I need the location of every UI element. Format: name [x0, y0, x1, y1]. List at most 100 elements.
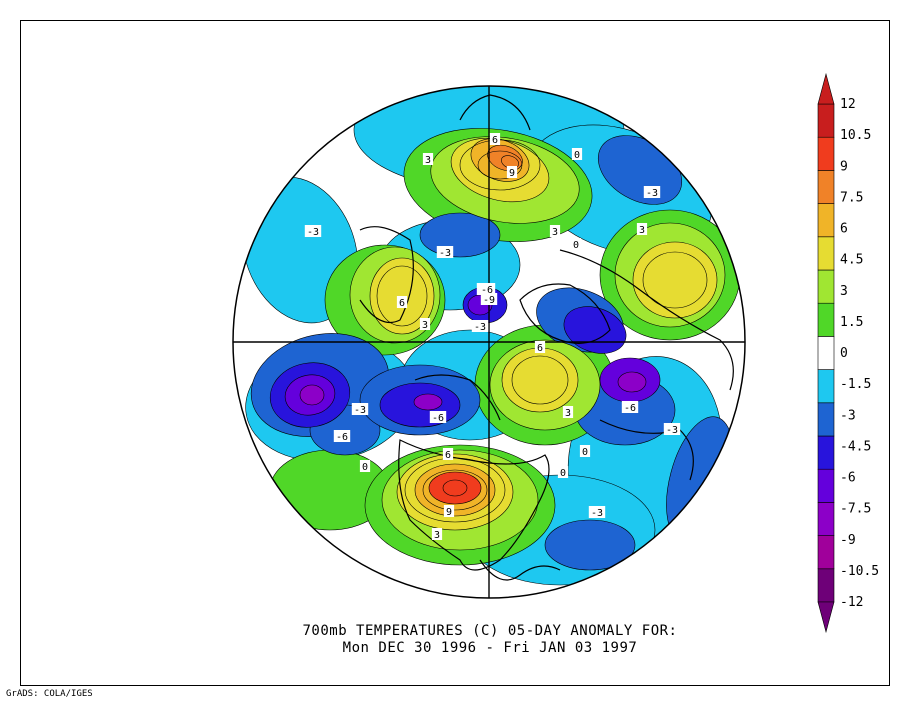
svg-text:6: 6: [537, 343, 543, 354]
svg-text:3: 3: [552, 227, 558, 238]
contour-line: [422, 469, 488, 511]
colorbar-top-arrow: [817, 72, 835, 105]
coastline: [414, 374, 501, 421]
colorbar-tick-label: -4.5: [840, 439, 871, 454]
polar-anomaly-map: [233, 86, 745, 598]
contour-label: 9: [443, 505, 455, 518]
contour-line: [376, 265, 428, 327]
colorbar-tick-label: 10.5: [840, 128, 871, 143]
colorbar-swatch: [817, 402, 835, 437]
contour-label: -6: [429, 411, 447, 424]
anomaly-region: [299, 384, 325, 406]
svg-text:-3: -3: [666, 425, 678, 436]
colorbar-tick-label: -10.5: [840, 564, 879, 579]
anomaly-region: [544, 519, 636, 571]
colorbar-swatch: [817, 435, 835, 470]
svg-text:6: 6: [492, 135, 498, 146]
contour-label: -3: [351, 403, 369, 416]
colorbar-swatch: [817, 369, 835, 404]
coastline: [479, 559, 561, 581]
contour-label: 9: [506, 166, 518, 179]
credit-text: GrADS: COLA/IGES: [6, 689, 93, 699]
svg-text:9: 9: [446, 507, 452, 518]
colorbar-swatch: [817, 103, 835, 138]
contour-label: -3: [304, 225, 322, 238]
svg-text:0: 0: [582, 447, 588, 458]
contour-label: -6: [333, 430, 351, 443]
colorbar-tick-label: 4.5: [840, 253, 863, 268]
colorbar-tick-label: 3: [840, 284, 848, 299]
colorbar-tick-label: 9: [840, 159, 848, 174]
colorbar: 12 10.5 9 7.5 6 4.5 3 1.5 0 -1.5 -3 -4.5 -6 -7.5 -9 -10…: [817, 72, 879, 634]
svg-text:0: 0: [560, 468, 566, 479]
contour-label: -3: [643, 186, 661, 199]
contour-label: 3: [431, 528, 443, 541]
contour-label: 0: [579, 445, 591, 458]
contour-label: -3: [471, 320, 489, 333]
svg-text:-3: -3: [307, 227, 319, 238]
coastline: [359, 226, 414, 324]
contour-label: 6: [442, 448, 454, 461]
colorbar-bottom-arrow: [817, 601, 835, 634]
plot-frame: [20, 20, 890, 686]
svg-text:-3: -3: [474, 322, 486, 333]
colorbar-swatch: [817, 269, 835, 304]
colorbar-swatch: [817, 502, 835, 536]
svg-text:6: 6: [445, 450, 451, 461]
colorbar-tick-label: 12: [840, 97, 856, 112]
contour-label: 0: [359, 460, 371, 473]
anomaly-region: [413, 393, 443, 411]
svg-text:-6: -6: [624, 403, 636, 414]
contour-label: 3: [419, 318, 431, 331]
svg-text:3: 3: [565, 408, 571, 419]
contour-label: -6: [478, 283, 496, 296]
svg-text:-3: -3: [591, 508, 603, 519]
contour-label: 0: [557, 466, 569, 479]
colorbar-tick-label: -3: [840, 408, 856, 423]
colorbar-tick-label: -1.5: [840, 377, 871, 392]
colorbar-swatch: [817, 535, 835, 570]
contour-label: 6: [396, 296, 408, 309]
contour-label: -9: [480, 293, 498, 306]
contour-label: 0: [570, 238, 582, 251]
svg-text:-3: -3: [439, 248, 451, 259]
anomaly-region: [442, 479, 468, 497]
svg-text:-9: -9: [483, 295, 495, 306]
contour-line: [477, 150, 523, 180]
anomaly-region: [632, 241, 718, 319]
svg-text:3: 3: [434, 530, 440, 541]
colorbar-swatch: [817, 170, 835, 204]
contour-label: 6: [534, 341, 546, 354]
colorbar-swatch: [817, 468, 835, 503]
anomaly-region: [617, 371, 647, 393]
svg-text:-3: -3: [646, 188, 658, 199]
contour-label: -6: [621, 401, 639, 414]
colorbar-tick-label: -7.5: [840, 502, 871, 517]
anomaly-region: [501, 347, 579, 413]
contour-label: 3: [422, 153, 434, 166]
colorbar-swatch: [817, 302, 835, 337]
colorbar-tick-label: 7.5: [840, 190, 863, 205]
colorbar-tick-label: -12: [840, 595, 863, 610]
title-line-2: Mon DEC 30 1996 - Fri JAN 03 1997: [342, 640, 638, 656]
colorbar-tick-label: -9: [840, 533, 856, 548]
coastline: [398, 439, 550, 571]
colorbar-tick-label: 1.5: [840, 315, 863, 330]
svg-text:3: 3: [639, 225, 645, 236]
colorbar-swatch: [817, 336, 835, 370]
svg-text:6: 6: [399, 298, 405, 309]
colorbar-swatch: [817, 203, 835, 238]
svg-text:0: 0: [362, 462, 368, 473]
colorbar-swatch: [817, 568, 835, 603]
contour-label: -3: [436, 246, 454, 259]
contour-line: [642, 251, 708, 309]
title-line-1: 700mb TEMPERATURES (C) 05-DAY ANOMALY FO…: [302, 623, 678, 639]
contour-label: 3: [549, 225, 561, 238]
svg-text:0: 0: [573, 240, 579, 251]
contour-label: 3: [636, 223, 648, 236]
svg-text:0: 0: [574, 150, 580, 161]
map-overlay: -3-3-3-3-3-3-3-3333333666699-6-6-6-60000…: [232, 85, 746, 599]
contour-label: 0: [571, 148, 583, 161]
coastline: [519, 283, 611, 344]
